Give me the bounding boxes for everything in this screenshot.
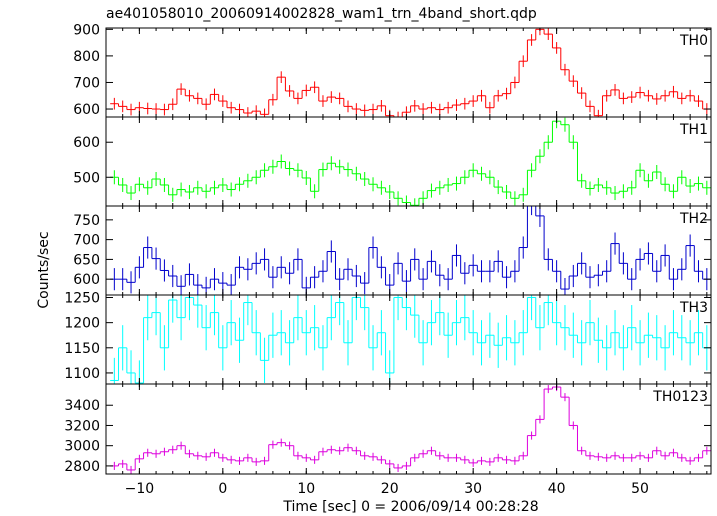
- series-th2: [110, 206, 711, 295]
- y-tick-label: 600: [73, 102, 100, 118]
- panel-label: TH2: [679, 211, 708, 227]
- y-tick-label: 600: [73, 272, 100, 288]
- panel-frame: [105, 116, 712, 207]
- panel-th3: 1100 1150 1200 1250 TH3: [64, 291, 712, 385]
- y-tick-label: 2800: [64, 459, 100, 475]
- x-tick-label: 0: [218, 481, 227, 497]
- x-tick-label: 20: [381, 481, 399, 497]
- x-tick-label: 40: [548, 481, 566, 497]
- x-axis-title: Time [sec] 0 = 2006/09/14 00:28:28: [282, 499, 538, 515]
- panel-th1: 500 600 TH1: [73, 116, 712, 207]
- panel-th0: 600 700 800 900 TH0: [73, 22, 712, 118]
- y-tick-label: 1100: [64, 366, 100, 382]
- y-tick-label: 600: [73, 135, 100, 151]
- x-tick-label: 30: [464, 481, 482, 497]
- panel-th0123: 2800 3000 3200 3400 TH0123 −10 0 10 20 30 40 50: [64, 383, 712, 497]
- y-tick-label: 700: [73, 233, 100, 249]
- y-tick-label: 1150: [64, 341, 100, 357]
- series-th1: [110, 117, 711, 206]
- series-th0: [110, 28, 711, 117]
- y-tick-label: 800: [73, 49, 100, 65]
- y-tick-label: 3200: [64, 418, 100, 434]
- y-axis-title: Counts/sec: [36, 231, 52, 308]
- panel-frame: [105, 383, 712, 475]
- panel-frame: [105, 27, 712, 118]
- x-tick-label: 10: [297, 481, 315, 497]
- x-tick-label: 50: [631, 481, 649, 497]
- panel-frame: [105, 294, 712, 385]
- y-tick-label: 3000: [64, 439, 100, 455]
- y-tick-label: 1250: [64, 291, 100, 307]
- y-tick-label: 750: [73, 213, 100, 229]
- panel-label: TH3: [679, 300, 708, 316]
- x-tick-label: −10: [125, 481, 155, 497]
- panel-th2: 600 650 700 750 TH2: [73, 205, 712, 296]
- series-th0123: [110, 384, 711, 474]
- y-tick-label: 900: [73, 22, 100, 38]
- panel-label: TH0: [679, 33, 708, 49]
- y-tick-label: 1200: [64, 316, 100, 332]
- panel-label: TH0123: [652, 389, 708, 405]
- chart-title: ae401058010_20060914002828_wam1_trn_4ban…: [106, 6, 537, 22]
- series-th3: [110, 295, 711, 384]
- y-tick-label: 700: [73, 75, 100, 91]
- panel-label: TH1: [679, 122, 708, 138]
- y-tick-label: 3400: [64, 398, 100, 414]
- y-tick-label: 650: [73, 252, 100, 268]
- y-tick-label: 500: [73, 170, 100, 186]
